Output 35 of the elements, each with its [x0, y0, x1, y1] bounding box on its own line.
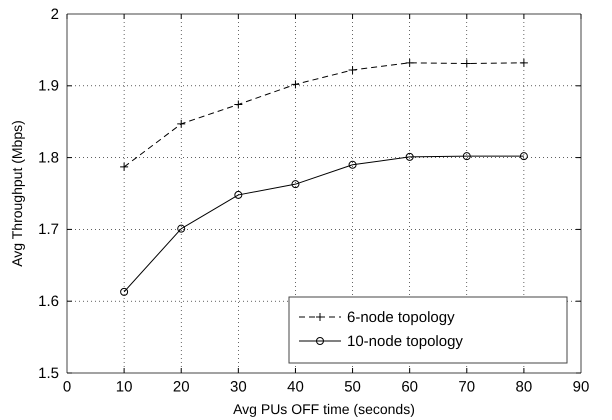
legend-label: 10-node topology — [347, 333, 464, 350]
point — [234, 100, 243, 109]
point — [290, 80, 300, 89]
y-tick-label: 1.6 — [38, 293, 59, 310]
x-tick-label: 40 — [287, 378, 304, 396]
point — [176, 119, 186, 128]
y-axis-title: Avg Throughput (Mbps) — [9, 120, 25, 267]
y-tick-label: 1.5 — [38, 364, 59, 382]
legend-label: 6-node topology — [347, 309, 456, 326]
x-tick-label: 20 — [172, 378, 190, 396]
y-tick-label: 1.7 — [38, 221, 59, 238]
point — [406, 152, 414, 161]
y-tick-label: 1.8 — [38, 149, 59, 166]
point — [519, 58, 528, 68]
x-tick-label: 50 — [344, 378, 361, 396]
x-axis-title: Avg PUs OFF time (seconds) — [233, 401, 415, 417]
x-tick-label: 30 — [230, 378, 247, 396]
point — [120, 162, 129, 172]
x-tick-label: 80 — [516, 378, 532, 396]
point — [291, 180, 300, 188]
point — [462, 152, 471, 160]
point — [234, 190, 242, 199]
y-tick-label: 1.9 — [38, 78, 59, 95]
point — [348, 66, 358, 75]
point — [405, 58, 414, 68]
point — [120, 288, 128, 296]
x-tick-label: 60 — [401, 378, 418, 396]
point — [177, 224, 186, 233]
x-tick-label: 70 — [458, 378, 476, 396]
point — [520, 152, 528, 160]
x-tick-label: 90 — [572, 378, 590, 396]
y-tick-label: 2 — [50, 6, 59, 23]
x-tick-label: 10 — [116, 378, 132, 396]
point — [348, 160, 357, 169]
x-tick-label: 0 — [62, 378, 72, 396]
